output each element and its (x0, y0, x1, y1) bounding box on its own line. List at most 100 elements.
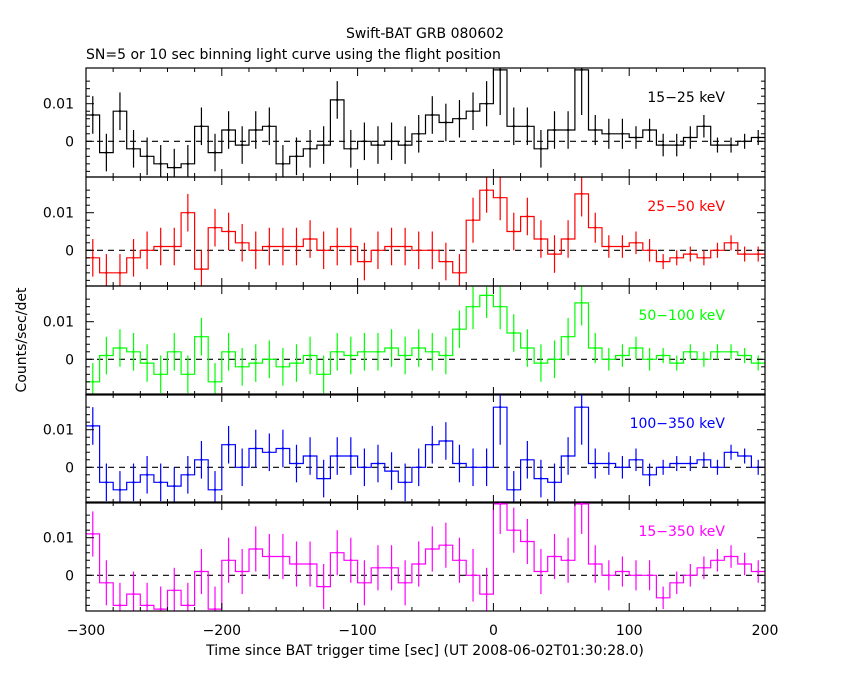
data-point (118, 271, 122, 275)
data-point (186, 373, 190, 376)
data-point (648, 473, 651, 477)
data-point (675, 256, 678, 260)
data-point (498, 405, 502, 409)
data-point (607, 245, 611, 248)
data-point (471, 466, 475, 469)
data-point (566, 559, 570, 562)
series-50-100 (86, 286, 765, 395)
band-label-15-350: 15−350 keV (638, 524, 725, 540)
data-point (322, 585, 325, 588)
panel-frame (85, 285, 766, 396)
x-tick-label: 0 (489, 623, 498, 639)
data-point (689, 350, 692, 353)
data-point (621, 132, 624, 135)
data-point (91, 532, 94, 536)
data-point (621, 354, 624, 357)
data-point (295, 245, 298, 248)
data-point (173, 245, 176, 248)
data-point (254, 447, 257, 450)
data-point (526, 540, 529, 543)
series-15-350 (86, 502, 765, 611)
data-point (417, 466, 420, 469)
y-tick-label: 0 (65, 352, 74, 368)
data-point (403, 245, 407, 248)
data-point (186, 473, 190, 477)
data-point (105, 354, 108, 357)
data-point (485, 592, 488, 596)
data-point (539, 570, 543, 573)
data-point (526, 125, 529, 128)
x-tick-label: −100 (338, 623, 376, 639)
data-point (675, 581, 678, 585)
data-point (240, 143, 244, 147)
data-point (268, 555, 271, 558)
data-point (213, 488, 217, 492)
data-point (757, 252, 760, 256)
y-tick-label: 0 (65, 243, 74, 259)
data-point (702, 458, 706, 461)
data-point (729, 241, 733, 244)
y-tick-label: 0 (65, 134, 74, 150)
data-point (376, 462, 380, 465)
band-label-100-350: 100−350 keV (630, 416, 726, 432)
data-point (498, 305, 502, 308)
data-point (118, 110, 122, 113)
data-point (281, 245, 285, 248)
data-point (689, 252, 692, 256)
panels-group: 0 0.01 15−25 keV 0 0.01 25−50 keV 0 0.01 50−100 … (43, 67, 766, 612)
data-point (159, 373, 162, 376)
band-label-25-50: 25−50 keV (647, 199, 725, 215)
panel-100-350: 0 0.01 100−350 keV (43, 393, 766, 504)
chart-title: Swift-BAT GRB 080602 (346, 26, 504, 42)
data-point (702, 358, 706, 361)
data-point (322, 373, 325, 376)
data-point (553, 481, 556, 484)
data-point (702, 256, 706, 260)
data-point (281, 447, 285, 450)
data-point (553, 555, 556, 558)
data-point (716, 143, 719, 147)
data-point (308, 237, 312, 241)
data-point (281, 162, 285, 166)
data-point (240, 241, 244, 244)
data-point (91, 424, 94, 428)
data-point (363, 466, 366, 469)
data-point (227, 559, 230, 562)
data-point (566, 335, 570, 338)
y-tick-label: 0.01 (43, 531, 74, 547)
data-point (634, 136, 638, 139)
data-point (431, 249, 434, 252)
data-point (553, 252, 556, 256)
data-point (308, 354, 312, 357)
data-point (376, 350, 380, 353)
data-point (390, 346, 393, 350)
data-point (539, 237, 543, 241)
data-point (240, 365, 244, 369)
data-point (308, 562, 312, 566)
data-point (145, 604, 149, 607)
data-point (417, 249, 420, 252)
data-point (390, 566, 393, 569)
series-25-50 (86, 177, 765, 286)
data-point (675, 462, 678, 465)
data-point (173, 350, 176, 353)
data-point (757, 361, 760, 365)
data-point (403, 581, 407, 585)
data-point (648, 128, 651, 132)
data-point (349, 147, 353, 151)
data-point (580, 192, 583, 196)
data-point (431, 113, 434, 117)
data-point (553, 128, 556, 132)
chart-subtitle: SN=5 or 10 sec binning light curve using… (86, 47, 501, 63)
data-point (743, 252, 746, 256)
data-point (200, 267, 203, 271)
data-point (566, 237, 570, 241)
data-point (539, 361, 543, 365)
x-tick-label: 200 (752, 623, 779, 639)
data-point (200, 570, 203, 573)
data-point (308, 147, 312, 151)
data-point (105, 481, 108, 484)
data-point (336, 245, 339, 248)
data-point (444, 439, 448, 443)
